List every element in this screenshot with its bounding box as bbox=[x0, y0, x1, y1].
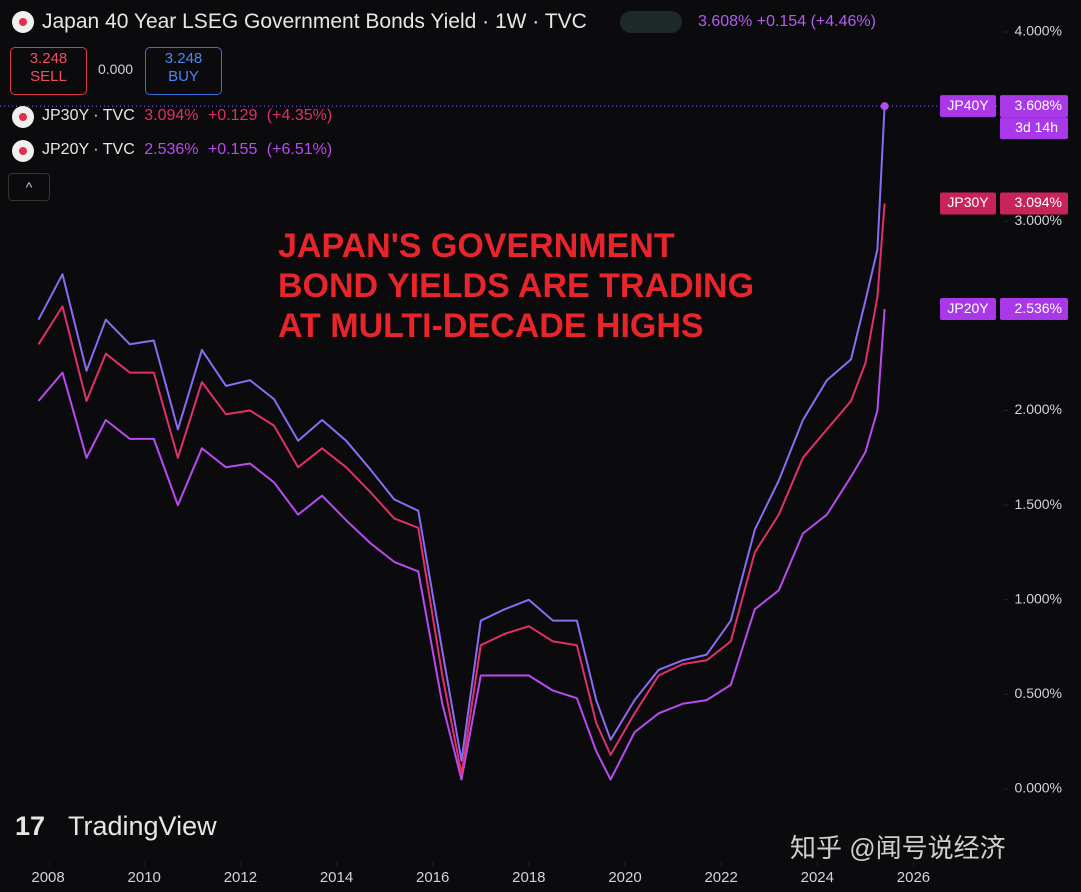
legend-change-pct: (+6.51%) bbox=[266, 141, 333, 158]
collapse-button[interactable]: ^ bbox=[8, 173, 50, 201]
sell-label: SELL bbox=[30, 68, 67, 85]
series-line bbox=[37, 203, 886, 775]
price-tag: JP20Y 2.536% bbox=[940, 298, 1068, 321]
countdown-bg bbox=[1000, 117, 1068, 140]
y-tick-label: 2.000% bbox=[1015, 401, 1062, 417]
legend-symbol: JP20Y · TVC bbox=[42, 141, 135, 158]
symbol-icon bbox=[12, 140, 34, 162]
x-tick-label: 2024 bbox=[801, 869, 834, 886]
symbol-icon bbox=[12, 106, 34, 128]
status-pill bbox=[620, 11, 682, 33]
last-point bbox=[880, 102, 889, 111]
tag-name: JP20Y bbox=[947, 300, 989, 316]
annotation-line: AT MULTI-DECADE HIGHS bbox=[278, 307, 704, 345]
legend-row: JP30Y · TVC 3.094% +0.129 (+4.35%) bbox=[42, 107, 337, 125]
legend-change-pct: (+4.35%) bbox=[266, 107, 333, 124]
x-tick-label: 2016 bbox=[416, 869, 449, 886]
legend-last: 3.094% bbox=[144, 107, 199, 124]
x-tick-label: 2022 bbox=[704, 869, 737, 886]
tag-name-bg bbox=[940, 192, 996, 215]
annotation-line: BOND YIELDS ARE TRADING bbox=[278, 267, 754, 305]
y-tick-label: 1.000% bbox=[1015, 590, 1062, 606]
x-tick-label: 2008 bbox=[31, 869, 64, 886]
logo-mark: 17 bbox=[15, 811, 45, 841]
y-tick-label: 3.000% bbox=[1015, 212, 1062, 228]
x-tick-label: 2026 bbox=[897, 869, 930, 886]
tag-name: JP30Y bbox=[947, 194, 989, 210]
price-tag: JP40Y 3.608% 3d 14h bbox=[940, 95, 1068, 140]
last-price: 3.608% bbox=[698, 13, 753, 30]
change: +0.154 bbox=[756, 13, 807, 30]
buy-button[interactable]: 3.248 BUY bbox=[145, 47, 222, 95]
watermark: 知乎 @闻号说经济 bbox=[790, 833, 1006, 863]
series-line bbox=[37, 309, 886, 781]
price-tag: JP30Y 3.094% bbox=[940, 192, 1068, 215]
tag-value: 2.536% bbox=[1015, 300, 1062, 316]
x-tick-label: 2018 bbox=[512, 869, 545, 886]
tag-value-bg bbox=[1000, 192, 1068, 215]
change-pct: (+4.46%) bbox=[810, 13, 876, 30]
buy-label: BUY bbox=[168, 68, 199, 85]
y-tick-label: 0.000% bbox=[1015, 780, 1062, 796]
tag-value-bg bbox=[1000, 95, 1068, 118]
chart-title: Japan 40 Year LSEG Government Bonds Yiel… bbox=[42, 10, 587, 33]
tag-value: 3.608% bbox=[1015, 97, 1062, 113]
countdown: 3d 14h bbox=[1015, 119, 1058, 135]
legend-row: JP20Y · TVC 2.536% +0.155 (+6.51%) bbox=[42, 141, 337, 159]
x-tick-label: 2010 bbox=[128, 869, 161, 886]
symbol-icon bbox=[12, 11, 34, 33]
y-tick-label: 1.500% bbox=[1015, 496, 1062, 512]
y-tick-label: 4.000% bbox=[1015, 23, 1062, 39]
tag-value: 3.094% bbox=[1015, 194, 1062, 210]
annotation: JAPAN'S GOVERNMENT BOND YIELDS ARE TRADI… bbox=[278, 227, 754, 345]
annotation-line: JAPAN'S GOVERNMENT bbox=[278, 227, 675, 265]
x-tick-label: 2014 bbox=[320, 869, 353, 886]
tag-name-bg bbox=[940, 95, 996, 118]
tag-name-bg bbox=[940, 298, 996, 321]
legend-change: +0.129 bbox=[207, 107, 258, 124]
x-tick-label: 2012 bbox=[224, 869, 257, 886]
tag-name: JP40Y bbox=[947, 97, 989, 113]
header-quote: 3.608% +0.154 (+4.46%) bbox=[698, 13, 876, 31]
branding: TradingView bbox=[68, 811, 217, 841]
series-line bbox=[37, 106, 886, 762]
sell-price: 3.248 bbox=[29, 50, 68, 67]
buy-price: 3.248 bbox=[164, 50, 203, 67]
tag-value-bg bbox=[1000, 298, 1068, 321]
x-tick-label: 2020 bbox=[608, 869, 641, 886]
legend-symbol: JP30Y · TVC bbox=[42, 107, 135, 124]
y-tick-label: 0.500% bbox=[1015, 685, 1062, 701]
spread: 0.000 bbox=[98, 61, 134, 77]
legend-last: 2.536% bbox=[144, 141, 199, 158]
sell-button[interactable]: 3.248 SELL bbox=[10, 47, 87, 95]
legend-change: +0.155 bbox=[207, 141, 258, 158]
